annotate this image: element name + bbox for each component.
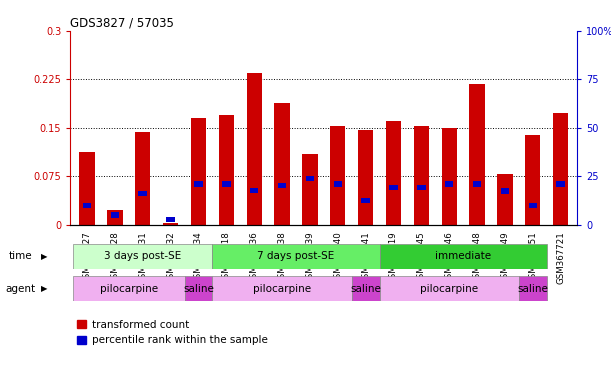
Text: saline: saline <box>518 284 548 294</box>
Bar <box>417 185 426 190</box>
Text: ▶: ▶ <box>41 252 47 261</box>
Bar <box>358 130 373 225</box>
Text: pilocarpine: pilocarpine <box>253 284 311 294</box>
Bar <box>79 152 95 225</box>
Bar <box>386 121 401 225</box>
Bar <box>135 132 150 225</box>
Bar <box>163 223 178 225</box>
Bar <box>219 115 234 225</box>
Bar <box>302 154 318 225</box>
Bar <box>529 203 537 208</box>
Bar <box>166 217 175 222</box>
Bar <box>139 191 147 196</box>
Bar <box>379 244 547 269</box>
Bar <box>501 189 509 194</box>
Bar <box>362 198 370 203</box>
Bar <box>389 185 398 190</box>
Bar <box>73 276 185 301</box>
Bar <box>497 174 513 225</box>
Bar <box>274 103 290 225</box>
Text: ▶: ▶ <box>41 284 47 293</box>
Bar <box>557 181 565 187</box>
Bar <box>191 118 206 225</box>
Bar <box>213 244 379 269</box>
Bar <box>442 128 457 225</box>
Bar <box>213 276 352 301</box>
Bar <box>222 181 230 187</box>
Bar <box>525 136 541 225</box>
Bar <box>330 126 345 225</box>
Bar <box>469 84 485 225</box>
Bar <box>519 276 547 301</box>
Text: immediate: immediate <box>435 251 491 262</box>
Bar <box>334 181 342 187</box>
Bar <box>111 212 119 217</box>
Text: pilocarpine: pilocarpine <box>100 284 158 294</box>
Bar <box>379 276 519 301</box>
Bar <box>73 244 213 269</box>
Text: 3 days post-SE: 3 days post-SE <box>104 251 181 262</box>
Bar <box>352 276 379 301</box>
Bar <box>194 181 203 187</box>
Text: 7 days post-SE: 7 days post-SE <box>257 251 335 262</box>
Bar <box>553 113 568 225</box>
Bar <box>306 175 314 181</box>
Text: time: time <box>9 251 32 261</box>
Bar <box>445 181 453 187</box>
Bar <box>107 210 123 225</box>
Bar <box>250 188 258 193</box>
Legend: transformed count, percentile rank within the sample: transformed count, percentile rank withi… <box>77 320 268 345</box>
Bar <box>82 203 91 208</box>
Text: pilocarpine: pilocarpine <box>420 284 478 294</box>
Bar <box>185 276 213 301</box>
Text: GDS3827 / 57035: GDS3827 / 57035 <box>70 17 174 30</box>
Bar <box>414 126 429 225</box>
Text: agent: agent <box>5 284 35 294</box>
Text: saline: saline <box>183 284 214 294</box>
Bar <box>246 73 262 225</box>
Bar <box>278 183 286 189</box>
Text: saline: saline <box>350 284 381 294</box>
Bar <box>473 181 481 187</box>
